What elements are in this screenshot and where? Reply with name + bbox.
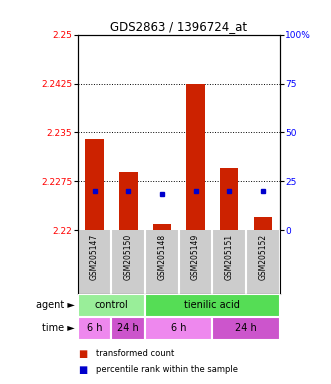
Text: GSM205152: GSM205152: [259, 233, 267, 280]
Title: GDS2863 / 1396724_at: GDS2863 / 1396724_at: [110, 20, 247, 33]
Bar: [220, 169, 238, 230]
Text: control: control: [95, 300, 128, 310]
Bar: [78, 317, 112, 340]
Text: 6 h: 6 h: [171, 323, 186, 333]
Text: GSM205150: GSM205150: [124, 233, 133, 280]
Text: 24 h: 24 h: [235, 323, 257, 333]
Bar: [78, 294, 145, 317]
Bar: [145, 294, 280, 317]
Text: transformed count: transformed count: [96, 349, 174, 358]
Bar: [112, 317, 145, 340]
Bar: [145, 317, 213, 340]
Text: GSM205149: GSM205149: [191, 233, 200, 280]
Text: 6 h: 6 h: [87, 323, 102, 333]
Text: percentile rank within the sample: percentile rank within the sample: [96, 365, 238, 374]
Text: agent ►: agent ►: [36, 300, 74, 310]
Bar: [119, 172, 137, 230]
Bar: [153, 224, 171, 230]
Text: ■: ■: [78, 365, 87, 375]
Bar: [85, 139, 104, 230]
Text: tienilic acid: tienilic acid: [184, 300, 240, 310]
Text: 24 h: 24 h: [118, 323, 139, 333]
Text: GSM205147: GSM205147: [90, 233, 99, 280]
Text: time ►: time ►: [42, 323, 74, 333]
Text: ■: ■: [78, 349, 87, 359]
Bar: [254, 217, 272, 230]
Text: GSM205151: GSM205151: [225, 233, 234, 280]
Bar: [213, 317, 280, 340]
Text: GSM205148: GSM205148: [158, 233, 166, 280]
Bar: [186, 83, 205, 230]
